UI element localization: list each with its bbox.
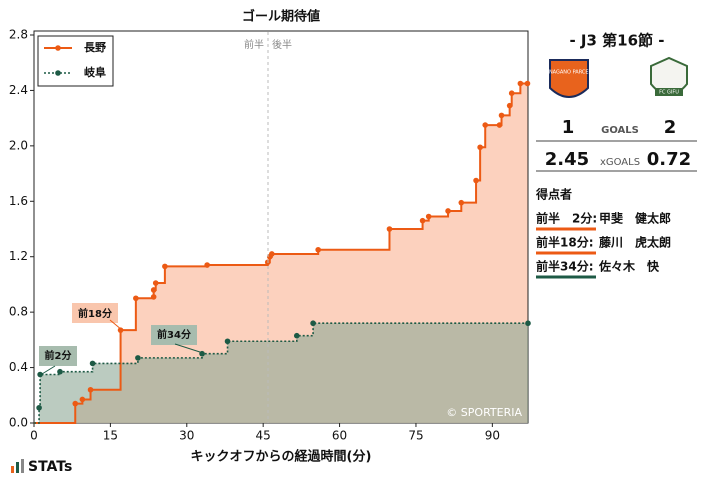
- half-label: 前半: [244, 38, 264, 51]
- point: [150, 287, 157, 293]
- x-tick-label: 30: [179, 429, 194, 443]
- away-logo: FC GIFU: [650, 56, 688, 96]
- y-tick-label: 0.4: [9, 360, 28, 374]
- point: [162, 263, 168, 270]
- annotation-text: 前18分: [78, 307, 112, 320]
- point: [419, 217, 426, 224]
- point: [57, 368, 63, 375]
- y-tick-label: 2.4: [9, 83, 28, 97]
- scorer-name: 藤川 虎太朗: [598, 235, 671, 250]
- legend-marker: [55, 70, 61, 76]
- y-tick-label: 2.0: [9, 138, 28, 152]
- annotation-text: 前2分: [45, 349, 72, 362]
- point: [482, 122, 489, 128]
- area: [34, 323, 528, 423]
- home-logo: AC NAGANO PARCEIRO: [541, 59, 598, 98]
- point: [473, 177, 479, 184]
- point: [133, 295, 139, 302]
- x-tick-label: 15: [103, 429, 118, 443]
- scorer-time: 前半 2分:: [536, 211, 597, 226]
- logo-text: FC GIFU: [659, 90, 679, 96]
- annotation: 前18分 前2分 前34分: [39, 303, 204, 375]
- watermark: © SPORTERIA: [446, 406, 522, 419]
- logo-text: AC NAGANO PARCEIRO: [541, 70, 598, 76]
- chart-title: ゴール期待値: [242, 9, 320, 25]
- x-tick-label: 0: [30, 429, 38, 443]
- point: [36, 404, 42, 411]
- point: [152, 280, 159, 286]
- x-tick-label: 90: [485, 429, 500, 443]
- scorer-time: 前半34分:: [536, 259, 594, 274]
- away-goals: 2: [664, 117, 677, 138]
- point: [508, 90, 515, 96]
- home-goals: 1: [562, 117, 575, 138]
- legend-label: 岐阜: [84, 65, 106, 79]
- point: [117, 327, 124, 333]
- home-xg: 2.45: [545, 149, 589, 170]
- xg-label: xGOALS: [600, 157, 640, 168]
- point: [496, 122, 503, 128]
- point: [386, 226, 393, 232]
- scorer-name: 甲斐 健太郎: [599, 211, 671, 226]
- point: [224, 338, 231, 345]
- legend-marker: [55, 45, 61, 51]
- point: [524, 80, 531, 87]
- point: [517, 80, 524, 87]
- brand-text: STATs: [28, 459, 72, 475]
- point: [458, 199, 465, 206]
- y-tick-label: 2.8: [9, 28, 28, 42]
- x-tick-label: 60: [332, 429, 347, 443]
- goals-label: GOALS: [601, 125, 639, 136]
- away-xg: 0.72: [647, 149, 691, 170]
- annotation-text: 前34分: [157, 328, 191, 341]
- y-tick-label: 0.0: [9, 416, 28, 430]
- y-tick-label: 1.2: [9, 249, 28, 263]
- point: [87, 386, 94, 393]
- legend-label: 長野: [84, 41, 106, 54]
- point: [89, 360, 96, 367]
- half-label: 後半: [272, 38, 292, 51]
- point: [150, 294, 157, 300]
- brand: STATs: [11, 459, 72, 475]
- point: [506, 102, 513, 109]
- point: [477, 144, 483, 151]
- point: [72, 400, 79, 407]
- y-tick-label: 0.8: [9, 305, 28, 319]
- point: [498, 112, 505, 119]
- point: [445, 208, 451, 214]
- point: [37, 371, 43, 378]
- point: [315, 246, 321, 253]
- x-tick-label: 45: [256, 429, 271, 443]
- point: [269, 251, 275, 257]
- scorers-title: 得点者: [535, 187, 572, 202]
- point: [425, 213, 432, 220]
- round: - J3 第16節 -: [569, 32, 664, 50]
- plot: 0.0 0.4 0.8 1.2 1.6 2.0 2.4 2.8 0 15 30 45 60 75 90: [9, 28, 531, 443]
- x-tick-label: 75: [408, 429, 423, 443]
- point: [525, 320, 531, 327]
- point: [310, 320, 316, 327]
- scorer-name: 佐々木 快: [598, 259, 660, 274]
- y-tick-label: 1.6: [9, 194, 28, 208]
- point: [204, 262, 210, 268]
- point: [79, 396, 86, 403]
- point: [293, 332, 300, 339]
- point: [135, 355, 141, 361]
- scorer-time: 前半18分:: [536, 235, 594, 250]
- x-axis-label: キックオフからの経過時間(分): [191, 449, 372, 465]
